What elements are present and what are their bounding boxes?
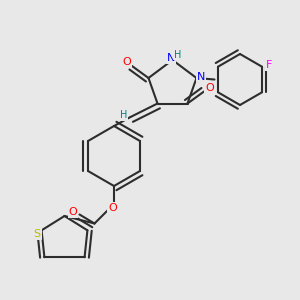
Text: O: O (205, 83, 214, 93)
Text: N: N (197, 71, 205, 82)
Text: H: H (174, 50, 182, 60)
Text: S: S (34, 229, 40, 239)
Text: H: H (120, 110, 128, 121)
Text: N: N (167, 53, 175, 64)
Text: O: O (108, 202, 117, 213)
Text: O: O (68, 207, 77, 217)
Text: O: O (122, 57, 131, 68)
Text: F: F (266, 60, 272, 70)
